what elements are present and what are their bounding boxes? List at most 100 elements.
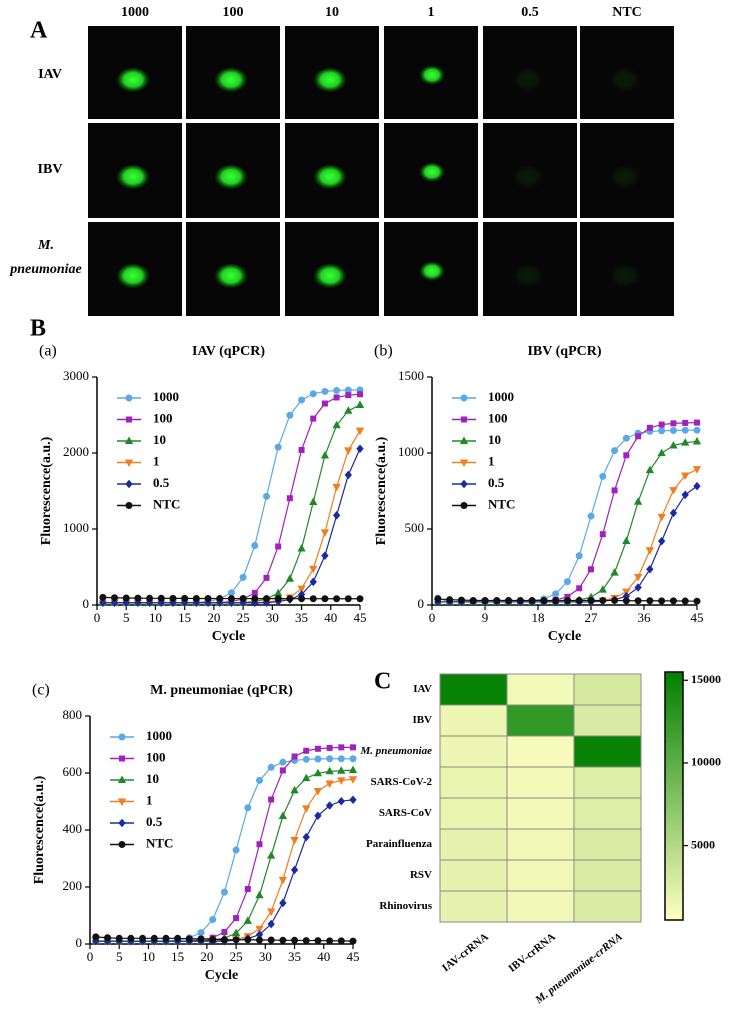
marker: [92, 933, 100, 941]
marker: [611, 596, 619, 604]
column-label: 0.5: [521, 5, 539, 20]
marker: [216, 595, 224, 603]
legend-label: NTC: [146, 835, 173, 850]
panel-label: (b): [374, 343, 393, 360]
marker: [124, 459, 134, 468]
fluorescence-spot: [116, 68, 150, 94]
marker: [290, 836, 299, 845]
marker: [460, 394, 468, 402]
heatmap-cell: [506, 828, 575, 861]
marker: [298, 446, 305, 453]
marker: [197, 929, 205, 937]
marker: [563, 596, 571, 604]
marker: [255, 890, 264, 899]
x-tick-label: 5: [116, 949, 123, 964]
marker: [124, 436, 134, 444]
marker: [610, 568, 619, 576]
chart-title: M. pneumoniae (qPCR): [150, 683, 293, 698]
marker: [274, 443, 282, 451]
series-line: [95, 758, 353, 942]
marker: [314, 755, 322, 763]
marker: [310, 415, 317, 422]
marker: [320, 450, 330, 459]
y-tick-label: 0: [418, 596, 425, 611]
series-line: [95, 799, 354, 942]
series-line: [102, 404, 361, 604]
marker: [267, 908, 276, 917]
x-tick-label: 10: [149, 610, 162, 625]
marker: [622, 434, 630, 442]
marker: [303, 747, 310, 754]
chart-title: IAV (qPCR): [192, 344, 265, 359]
marker: [285, 574, 295, 582]
x-tick-label: 30: [259, 949, 272, 964]
marker: [598, 585, 607, 593]
fluorescence-spot: [214, 264, 248, 290]
marker: [645, 465, 655, 474]
marker: [325, 801, 334, 810]
marker: [278, 876, 288, 885]
marker: [669, 508, 678, 518]
marker: [681, 490, 689, 500]
legend-label: NTC: [488, 496, 515, 511]
marker: [599, 472, 607, 480]
marker: [669, 597, 677, 605]
marker: [139, 934, 147, 942]
marker: [110, 598, 119, 607]
marker: [344, 470, 352, 480]
marker: [646, 565, 654, 574]
marker: [461, 416, 467, 423]
legend-label: 1000: [146, 728, 172, 743]
panel-label: B: [30, 316, 46, 342]
marker: [279, 936, 287, 944]
y-tick-label: 400: [63, 821, 83, 836]
marker: [634, 583, 642, 592]
x-tick-label: 9: [482, 610, 489, 625]
marker: [540, 596, 548, 604]
column-label: IBV-crRNA: [506, 931, 558, 975]
marker: [332, 420, 341, 429]
legend-label: 0.5: [146, 814, 163, 829]
marker: [681, 472, 690, 481]
marker: [694, 419, 700, 426]
marker: [118, 733, 126, 741]
y-tick-label: 2000: [63, 444, 89, 459]
marker: [313, 787, 323, 796]
marker: [516, 596, 524, 604]
y-tick-label: 800: [63, 707, 83, 722]
marker: [174, 934, 182, 942]
fluorescence-spot: [313, 264, 347, 290]
marker: [658, 536, 666, 546]
marker: [232, 846, 240, 854]
row-label: SARS-CoV-2: [370, 776, 432, 788]
marker: [326, 937, 334, 945]
marker: [291, 753, 298, 760]
marker: [337, 937, 345, 945]
marker: [693, 597, 701, 605]
heatmap-cell: [439, 735, 508, 768]
x-tick-label: 40: [317, 949, 330, 964]
heatmap-cell: [506, 704, 575, 737]
marker: [460, 479, 468, 489]
marker: [251, 595, 259, 603]
x-tick-label: 45: [354, 610, 367, 625]
marker: [134, 594, 142, 602]
marker: [262, 595, 270, 603]
heatmap-cell: [573, 890, 642, 923]
marker: [314, 745, 321, 752]
marker: [115, 934, 123, 942]
marker: [244, 936, 252, 944]
marker: [552, 596, 560, 604]
row-label: M. pneumoniae: [10, 238, 82, 277]
marker: [150, 934, 158, 942]
marker: [321, 400, 328, 407]
marker: [349, 755, 357, 763]
marker: [302, 832, 310, 842]
y-tick-label: 1500: [398, 368, 424, 383]
marker: [302, 755, 310, 763]
marker: [681, 438, 690, 446]
marker: [333, 595, 341, 603]
colorbar-tick-label: 5000: [691, 837, 715, 851]
marker: [669, 427, 677, 435]
